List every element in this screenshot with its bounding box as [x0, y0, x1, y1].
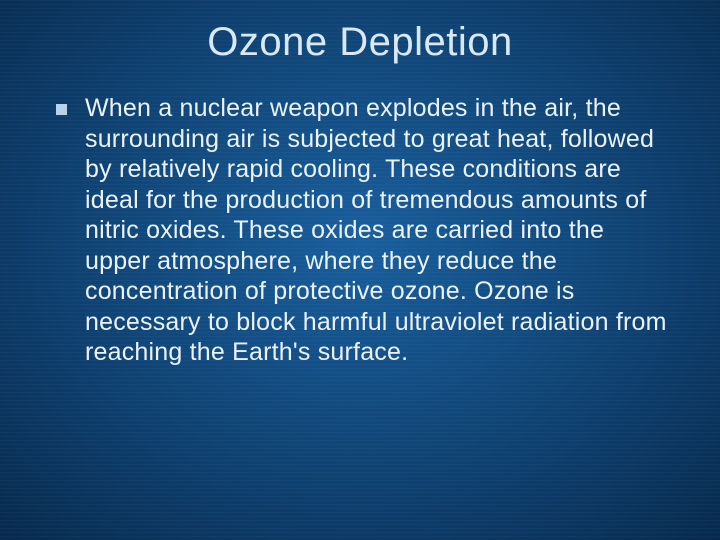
slide-container: Ozone Depletion When a nuclear weapon ex…	[0, 0, 720, 540]
square-bullet-icon	[56, 104, 67, 115]
slide-title: Ozone Depletion	[50, 20, 670, 65]
body-text: When a nuclear weapon explodes in the ai…	[85, 93, 670, 368]
bullet-row: When a nuclear weapon explodes in the ai…	[50, 93, 670, 368]
